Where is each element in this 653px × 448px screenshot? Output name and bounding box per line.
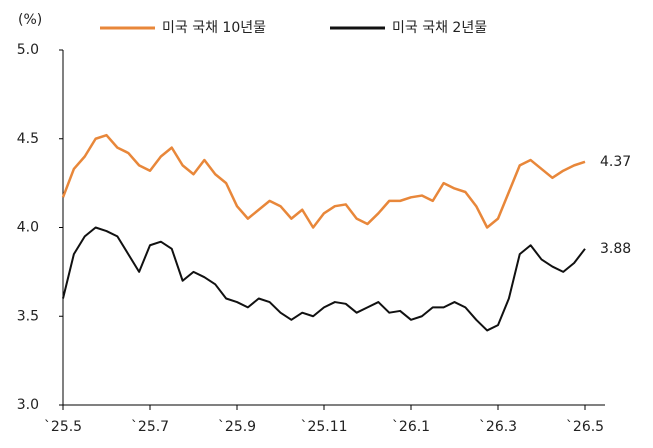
y-axis-label: (%): [18, 12, 42, 28]
x-tick-label: `25.11: [300, 419, 347, 435]
y-tick-label: 4.0: [17, 220, 39, 236]
x-tick-label: `26.1: [392, 419, 430, 435]
y-tick-label: 3.0: [17, 397, 39, 413]
line-series: [61, 133, 586, 229]
legend-label: 미국 국채 10년물: [162, 20, 266, 36]
x-tick-label: `25.9: [218, 419, 256, 435]
x-tick-label: `25.5: [44, 419, 82, 435]
y-tick-label: 4.5: [17, 131, 39, 147]
x-tick-label: `26.3: [479, 419, 517, 435]
end-value-label: 4.37: [600, 154, 631, 170]
end-value-label: 3.88: [600, 241, 631, 257]
legend-label: 미국 국채 2년물: [392, 20, 487, 36]
x-tick-label: `26.5: [566, 419, 604, 435]
line-series: [62, 226, 586, 332]
y-tick-label: 5.0: [17, 42, 39, 58]
x-tick-label: `25.7: [131, 419, 169, 435]
y-tick-label: 3.5: [17, 308, 39, 324]
